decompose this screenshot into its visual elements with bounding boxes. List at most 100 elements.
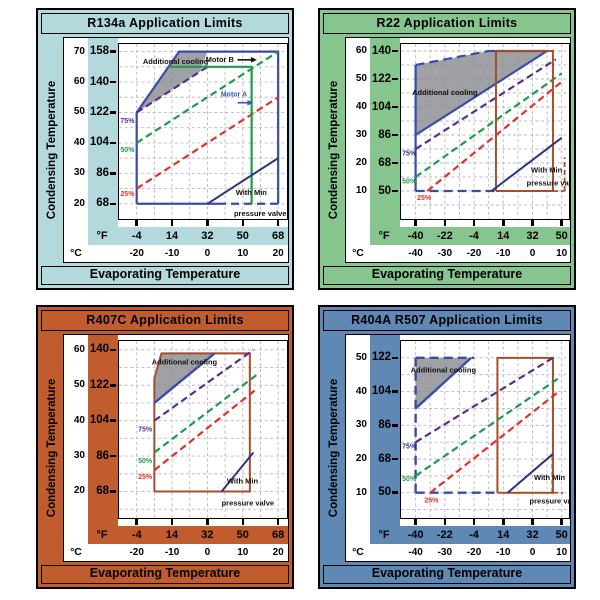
r407c-label: pressure valve bbox=[222, 498, 275, 507]
r407c-plot-svg: Additional cooling 75% 50% 25% With Min press… bbox=[119, 341, 287, 518]
r407c-plot-area: Additional cooling 75% 50% 25% With Min press… bbox=[118, 340, 288, 519]
r22-xtick-mark bbox=[472, 220, 476, 226]
chart-r404a-r507-body: Condensing Temperature Additional coolin… bbox=[323, 334, 571, 562]
r407c-ytick-f: 68 bbox=[96, 484, 109, 497]
r22-fahrenheit-row bbox=[370, 227, 570, 245]
r404a-r507-xtick-f: -40 bbox=[407, 529, 424, 541]
r22-xtick-c: -10 bbox=[496, 248, 511, 259]
chart-r22-panel: Additional cooling 75% 50% 25% With Min press… bbox=[345, 37, 571, 263]
condensing-temperature-label: Condensing Temperature bbox=[46, 80, 58, 220]
r407c-xtick-c: 0 bbox=[204, 547, 211, 558]
r404a-r507-xtick-f: -22 bbox=[436, 529, 453, 541]
r134a-ytick-c: 40 bbox=[73, 136, 85, 148]
r134a-unit-celsius: °C bbox=[70, 247, 82, 259]
r404a-r507-fahrenheit-column bbox=[370, 335, 400, 544]
r22-plot-svg: Additional cooling 75% 50% 25% With Min press… bbox=[401, 44, 569, 219]
r22-ytick-c: 20 bbox=[355, 157, 367, 168]
r134a-ytick-mark bbox=[110, 141, 116, 145]
r404a-r507-xtick-c: -20 bbox=[466, 547, 482, 558]
r404a-r507-label: 75% bbox=[402, 444, 417, 451]
r407c-fahrenheit-row bbox=[88, 526, 288, 544]
r22-label: pressure valve bbox=[527, 179, 569, 188]
r22-ytick-c: 30 bbox=[355, 129, 367, 140]
r22-label: With Min bbox=[531, 165, 563, 174]
r22-xtick-mark bbox=[531, 220, 534, 226]
r134a-label: 50% bbox=[120, 147, 135, 154]
r134a-ytick-mark bbox=[110, 111, 116, 114]
chart-r407c-yaxis-band: Condensing Temperature bbox=[41, 334, 63, 562]
r134a-xtick-c: -20 bbox=[129, 248, 144, 259]
r404a-r507-xtick-mark bbox=[443, 519, 447, 525]
r134a-xtick-f: 32 bbox=[201, 230, 214, 242]
r134a-xtick-mark bbox=[206, 220, 209, 226]
chart-r404a-r507-title: R404A R507 Application Limits bbox=[323, 310, 571, 331]
r407c-ytick-mark bbox=[110, 490, 116, 493]
r404a-r507-ytick-c: 50 bbox=[355, 351, 367, 363]
r22-ytick-f: 68 bbox=[378, 156, 391, 169]
r22-xtick-mark bbox=[414, 220, 417, 226]
r134a-ytick-c: 20 bbox=[73, 197, 85, 209]
r134a-label: With Min bbox=[236, 188, 268, 197]
r22-xtick-mark bbox=[443, 220, 447, 226]
r404a-r507-label: pressure valve bbox=[530, 496, 569, 505]
r22-label: 75% bbox=[402, 150, 417, 157]
r407c-ytick-mark bbox=[110, 348, 116, 352]
chart-r404a-r507-yaxis-band: Condensing Temperature bbox=[323, 334, 345, 562]
r404a-r507-xtick-mark bbox=[414, 519, 417, 525]
r404a-r507-unit-fahrenheit: °F bbox=[378, 529, 390, 541]
r407c-ytick-c: 60 bbox=[73, 343, 85, 355]
r134a-label: Additional cooling bbox=[143, 57, 209, 66]
r404a-r507-label: Additional cooling bbox=[411, 366, 477, 375]
r134a-xtick-c: 0 bbox=[204, 248, 211, 259]
r404a-r507-ytick-mark bbox=[392, 424, 398, 427]
r407c-ytick-mark bbox=[110, 454, 116, 458]
r134a-label: Motor A bbox=[221, 92, 247, 99]
r134a-xtick-c: 20 bbox=[272, 248, 284, 259]
r134a-ytick-mark bbox=[110, 202, 116, 206]
r22-ytick-mark bbox=[392, 189, 398, 193]
r134a-unit-fahrenheit: °F bbox=[96, 230, 108, 242]
r404a-r507-xtick-mark bbox=[531, 519, 534, 525]
r407c-ytick-mark bbox=[110, 384, 116, 387]
r407c-label: 25% bbox=[138, 474, 153, 481]
r134a-xtick-f: 50 bbox=[236, 230, 249, 242]
r22-xtick-f: -40 bbox=[407, 230, 424, 242]
chart-r134a-panel: Additional cooling Motor B Motor A 75% 50% 25… bbox=[63, 37, 289, 263]
r404a-r507-ytick-mark bbox=[392, 457, 398, 461]
r22-xtick-c: 10 bbox=[556, 248, 568, 259]
chart-r134a-title: R134a Application Limits bbox=[41, 13, 289, 34]
r407c-ytick-c: 20 bbox=[73, 485, 85, 497]
evaporating-temperature-label: Evaporating Temperature bbox=[323, 266, 571, 285]
r407c-ytick-f: 122 bbox=[89, 378, 109, 391]
r134a-label: pressure valve bbox=[234, 209, 287, 218]
evaporating-temperature-label: Evaporating Temperature bbox=[41, 565, 289, 584]
r22-ytick-c: 60 bbox=[355, 45, 367, 56]
r404a-r507-plot-area: Additional cooling 75% 50% 25% With Min press… bbox=[400, 340, 570, 519]
r404a-r507-ytick-f: 68 bbox=[378, 452, 391, 465]
r404a-r507-unit-celsius: °C bbox=[352, 546, 364, 558]
r407c-xtick-mark bbox=[135, 519, 138, 525]
r404a-r507-ytick-f: 50 bbox=[378, 486, 391, 499]
r407c-unit-celsius: °C bbox=[70, 546, 82, 558]
r134a-xtick-mark bbox=[241, 220, 245, 226]
r134a-label: 75% bbox=[120, 118, 135, 125]
r22-xtick-c: 0 bbox=[529, 248, 536, 259]
r404a-r507-xtick-f: 32 bbox=[526, 529, 539, 541]
r404a-r507-xtick-c: -10 bbox=[496, 547, 511, 558]
r22-ytick-c: 10 bbox=[355, 185, 367, 196]
r22-plot-area: Additional cooling 75% 50% 25% With Min press… bbox=[400, 43, 570, 220]
r404a-r507-ytick-c: 30 bbox=[355, 419, 367, 431]
r404a-r507-ytick-c: 20 bbox=[355, 453, 367, 464]
r22-ytick-mark bbox=[392, 77, 398, 81]
r22-xtick-c: -20 bbox=[466, 248, 482, 259]
r404a-r507-ytick-c: 10 bbox=[355, 486, 367, 498]
r134a-ytick-c: 60 bbox=[73, 76, 85, 88]
r134a-ytick-c: 70 bbox=[73, 45, 85, 57]
condensing-temperature-label: Condensing Temperature bbox=[46, 378, 58, 518]
r134a-ytick-f: 140 bbox=[89, 75, 109, 88]
r22-label: 25% bbox=[417, 195, 432, 202]
r407c-ytick-c: 50 bbox=[73, 379, 85, 391]
r407c-label: Additional cooling bbox=[152, 358, 218, 367]
r407c-unit-fahrenheit: °F bbox=[96, 529, 108, 541]
r407c-xtick-c: 10 bbox=[237, 547, 249, 558]
